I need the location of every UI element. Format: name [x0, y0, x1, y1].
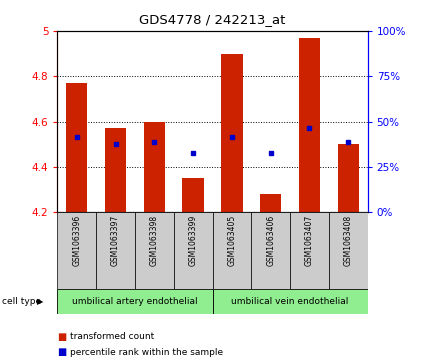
Bar — [144, 122, 165, 212]
Bar — [135, 212, 174, 289]
Bar — [329, 212, 368, 289]
Bar — [260, 194, 281, 212]
Bar — [337, 144, 359, 212]
Text: GSM1063399: GSM1063399 — [189, 215, 198, 266]
Bar — [66, 83, 88, 212]
Text: ■: ■ — [57, 347, 67, 357]
Bar — [251, 212, 290, 289]
Text: umbilical artery endothelial: umbilical artery endothelial — [72, 297, 198, 306]
Bar — [212, 212, 251, 289]
Text: ■: ■ — [57, 332, 67, 342]
Bar — [174, 212, 212, 289]
Text: GSM1063398: GSM1063398 — [150, 215, 159, 266]
Text: umbilical vein endothelial: umbilical vein endothelial — [231, 297, 349, 306]
Text: percentile rank within the sample: percentile rank within the sample — [70, 348, 223, 356]
Bar — [299, 38, 320, 212]
Text: GSM1063406: GSM1063406 — [266, 215, 275, 266]
Text: transformed count: transformed count — [70, 333, 154, 341]
Text: GSM1063408: GSM1063408 — [344, 215, 353, 266]
Text: GDS4778 / 242213_at: GDS4778 / 242213_at — [139, 13, 286, 26]
Bar — [96, 212, 135, 289]
Text: ▶: ▶ — [37, 297, 43, 306]
Text: GSM1063405: GSM1063405 — [227, 215, 236, 266]
Bar — [105, 129, 126, 212]
Text: GSM1063407: GSM1063407 — [305, 215, 314, 266]
Bar — [290, 212, 329, 289]
Text: GSM1063396: GSM1063396 — [72, 215, 81, 266]
Bar — [221, 53, 243, 212]
Text: GSM1063397: GSM1063397 — [111, 215, 120, 266]
Bar — [57, 212, 96, 289]
Text: cell type: cell type — [2, 297, 41, 306]
Bar — [57, 289, 212, 314]
Bar — [182, 178, 204, 212]
Bar — [212, 289, 368, 314]
